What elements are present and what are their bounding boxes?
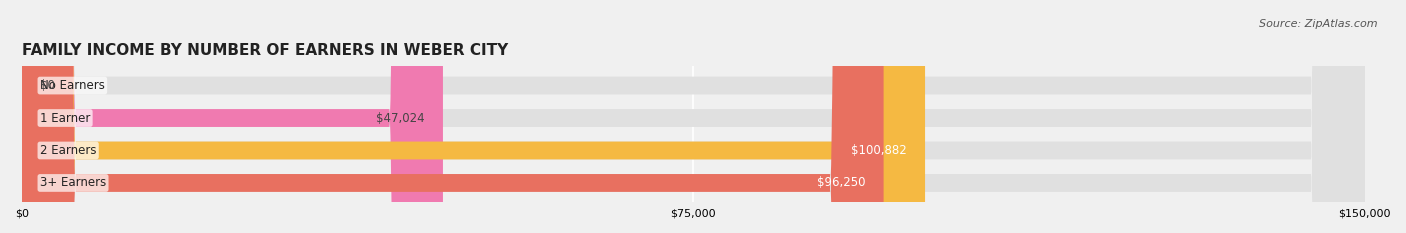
FancyBboxPatch shape (22, 0, 883, 233)
FancyBboxPatch shape (22, 0, 1365, 233)
FancyBboxPatch shape (22, 0, 925, 233)
FancyBboxPatch shape (22, 0, 1365, 233)
Text: $0: $0 (39, 79, 55, 92)
Text: $47,024: $47,024 (377, 112, 425, 124)
Text: $100,882: $100,882 (852, 144, 907, 157)
FancyBboxPatch shape (22, 0, 1365, 233)
Text: $96,250: $96,250 (817, 176, 866, 189)
Text: 1 Earner: 1 Earner (39, 112, 90, 124)
Text: No Earners: No Earners (39, 79, 105, 92)
Text: FAMILY INCOME BY NUMBER OF EARNERS IN WEBER CITY: FAMILY INCOME BY NUMBER OF EARNERS IN WE… (22, 43, 508, 58)
Text: 2 Earners: 2 Earners (39, 144, 97, 157)
Text: 3+ Earners: 3+ Earners (39, 176, 107, 189)
FancyBboxPatch shape (22, 0, 443, 233)
FancyBboxPatch shape (22, 0, 1365, 233)
Text: Source: ZipAtlas.com: Source: ZipAtlas.com (1260, 19, 1378, 29)
